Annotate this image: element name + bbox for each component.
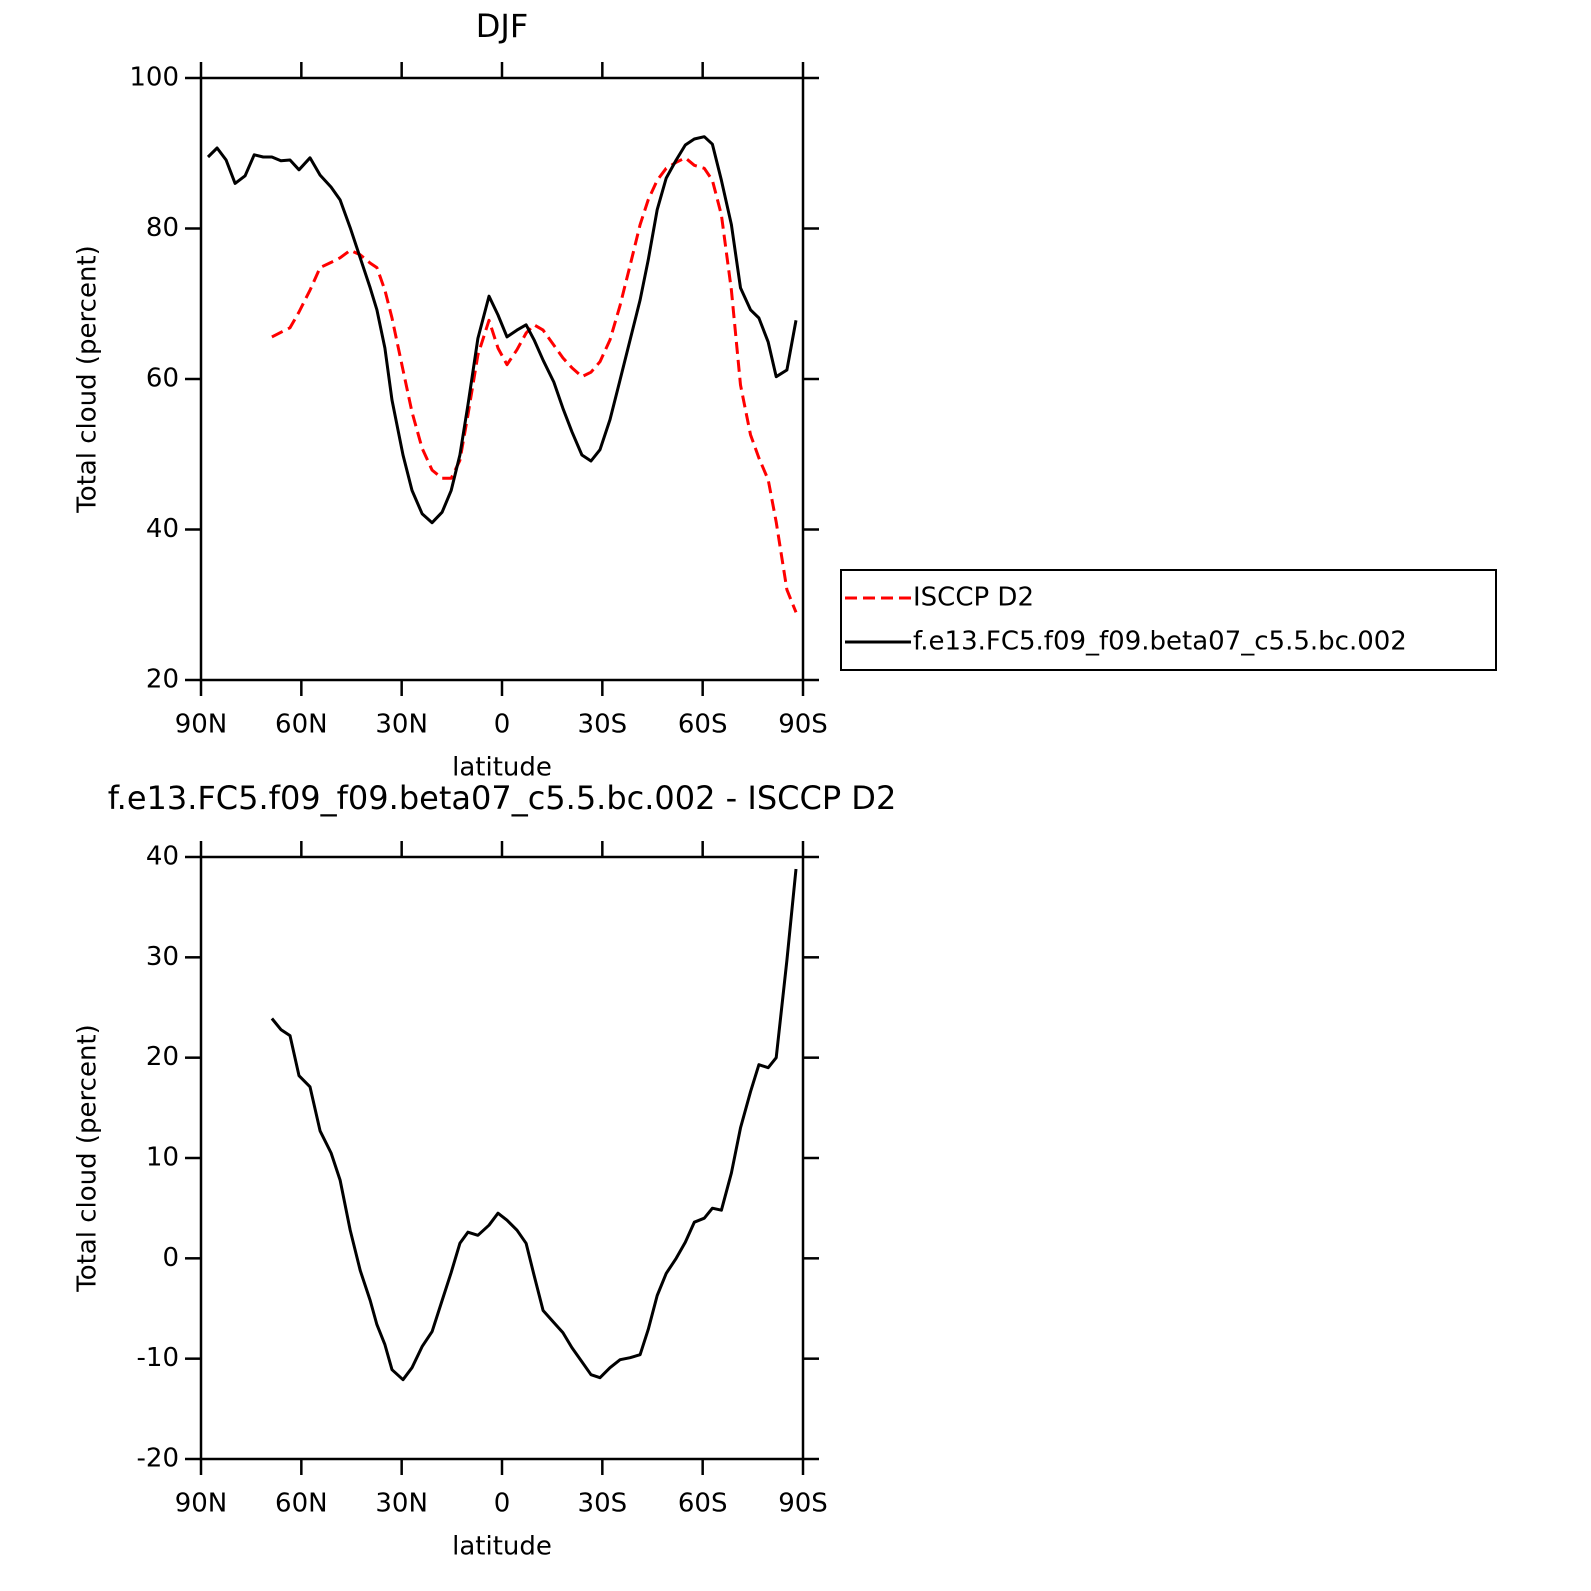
x-tick-label: 60N <box>275 710 328 740</box>
x-tick-label: 30S <box>578 1489 628 1519</box>
y-tick-label: 100 <box>129 63 179 93</box>
plot-frame <box>199 76 805 682</box>
y-tick-label: 40 <box>146 842 179 872</box>
x-tick-label: 90S <box>778 1489 828 1519</box>
y-tick-label: -10 <box>137 1343 179 1373</box>
y-tick-label: 0 <box>162 1243 179 1273</box>
x-tick-label: 30N <box>375 1489 428 1519</box>
x-tick-label: 30N <box>375 710 428 740</box>
data-line <box>206 135 798 525</box>
x-tick-label: 90N <box>175 1489 228 1519</box>
y-tick-label: -20 <box>137 1444 179 1474</box>
y-tick-label: 20 <box>146 665 179 695</box>
y-tick-label: 80 <box>146 213 179 243</box>
y-tick-label: 60 <box>146 364 179 394</box>
y-tick-label: 30 <box>146 942 179 972</box>
y-axis-label: Total cloud (percent) <box>73 1024 103 1293</box>
x-tick-label: 30S <box>578 710 628 740</box>
x-axis-label: latitude <box>452 1532 552 1562</box>
x-tick-label: 90S <box>778 710 828 740</box>
x-tick-label: 0 <box>494 710 511 740</box>
y-axis-label: Total cloud (percent) <box>73 245 103 514</box>
legend-box <box>840 569 1497 671</box>
chart-title: f.e13.FC5.f09_f09.beta07_c5.5.bc.002 - I… <box>108 779 897 817</box>
data-line <box>270 868 798 1382</box>
y-tick-label: 40 <box>146 514 179 544</box>
x-tick-label: 60S <box>678 710 728 740</box>
plot-frame <box>199 855 805 1461</box>
x-tick-label: 90N <box>175 710 228 740</box>
y-tick-label: 10 <box>146 1143 179 1173</box>
data-line <box>271 156 798 613</box>
y-tick-label: 20 <box>146 1042 179 1072</box>
x-axis-label: latitude <box>452 753 552 783</box>
legend-label: ISCCP D2 <box>913 583 1034 613</box>
x-tick-label: 0 <box>494 1489 511 1519</box>
legend-label: f.e13.FC5.f09_f09.beta07_c5.5.bc.002 <box>913 627 1407 657</box>
x-tick-label: 60S <box>678 1489 728 1519</box>
chart-title: DJF <box>476 7 528 45</box>
x-tick-label: 60N <box>275 1489 328 1519</box>
